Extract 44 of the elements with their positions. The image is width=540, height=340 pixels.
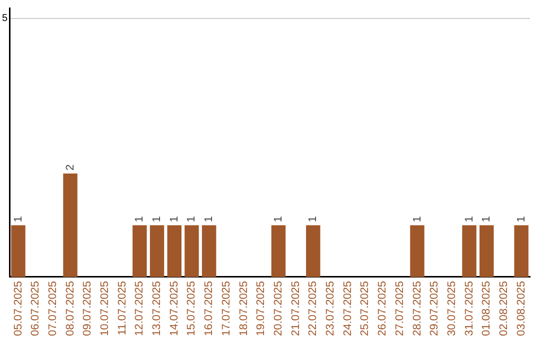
x-tick-label: 25.07.2025 — [359, 280, 372, 336]
data-label: 1 — [151, 216, 164, 222]
x-tick-label: 28.07.2025 — [411, 280, 424, 336]
data-label: 1 — [168, 216, 180, 222]
data-label: 1 — [12, 216, 24, 222]
x-tick-label: 18.07.2025 — [238, 280, 250, 336]
x-tick-label: 07.07.2025 — [46, 280, 59, 336]
x-tick-label: 17.07.2025 — [220, 280, 232, 336]
data-label: 1 — [480, 216, 493, 222]
data-label: 1 — [463, 216, 476, 222]
data-label: 1 — [515, 216, 528, 222]
x-tick-label: 19.07.2025 — [255, 280, 268, 336]
x-tick-label: 16.07.2025 — [203, 280, 216, 336]
x-tick-label: 12.07.2025 — [134, 280, 146, 336]
x-tick-label: 05.07.2025 — [12, 280, 24, 336]
x-tick-label: 13.07.2025 — [151, 280, 164, 336]
x-tick-label: 01.08.2025 — [480, 280, 493, 336]
x-tick-label: 26.07.2025 — [376, 280, 389, 336]
x-tick-label: 21.07.2025 — [290, 280, 302, 336]
data-label: 2 — [64, 164, 76, 171]
x-tick-label: 08.07.2025 — [64, 280, 76, 336]
x-tick-label: 15.07.2025 — [186, 280, 198, 336]
x-tick-label: 27.07.2025 — [394, 280, 406, 336]
x-tick-label: 10.07.2025 — [99, 280, 112, 336]
x-tick-label: 02.08.2025 — [498, 280, 510, 336]
x-tick-label: 09.07.2025 — [82, 280, 94, 336]
x-tick-label: 29.07.2025 — [428, 280, 441, 336]
data-label: 1 — [272, 216, 284, 222]
x-tick-label: 14.07.2025 — [168, 280, 180, 336]
x-tick-label: 31.07.2025 — [463, 280, 476, 336]
x-tick-label: 11.07.2025 — [116, 280, 128, 336]
data-label: 1 — [203, 216, 216, 222]
x-tick-label: 24.07.2025 — [342, 280, 354, 336]
data-label: 1 — [134, 216, 146, 222]
x-tick-label: 30.07.2025 — [446, 280, 458, 336]
x-tick-label: 22.07.2025 — [307, 280, 320, 336]
x-tick-label: 03.08.2025 — [515, 280, 528, 336]
x-tick-label: 23.07.2025 — [324, 280, 337, 336]
x-tick-label: 20.07.2025 — [272, 280, 284, 336]
data-label: 1 — [307, 216, 320, 222]
x-tick-label: 06.07.2025 — [30, 280, 42, 336]
data-label: 1 — [411, 216, 424, 222]
data-label: 1 — [186, 216, 198, 222]
y-tick-label: 5 — [2, 13, 8, 24]
